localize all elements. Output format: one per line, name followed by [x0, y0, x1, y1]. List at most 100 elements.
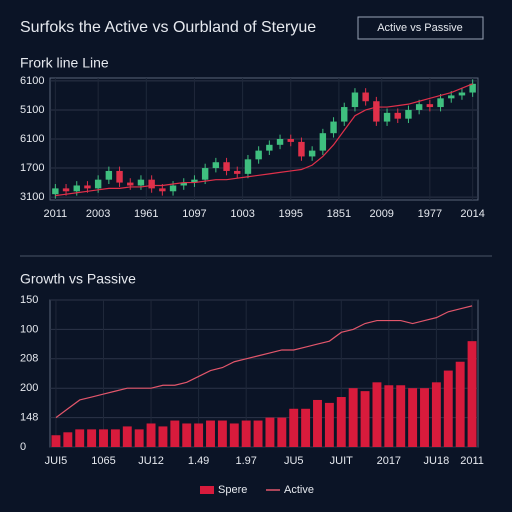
bar — [336, 397, 346, 447]
x-tick-label: 2017 — [377, 455, 401, 467]
bar — [431, 382, 441, 447]
y-tick-label: 208 — [20, 353, 38, 365]
candle-body — [308, 150, 316, 157]
candle-body — [448, 95, 455, 99]
x-tick-label: 1.49 — [188, 455, 209, 467]
bar — [277, 417, 287, 447]
candle-body — [405, 109, 412, 119]
y-tick-label: 100 — [20, 323, 38, 335]
bar — [134, 429, 144, 447]
x-tick-label: 2003 — [86, 208, 110, 220]
candle-body — [287, 139, 294, 142]
bar — [360, 391, 370, 447]
x-tick-label: JUIT — [330, 455, 354, 467]
bar — [170, 420, 180, 447]
bar — [51, 435, 61, 447]
x-tick-label: JUI5 — [45, 455, 68, 467]
candle-body — [73, 185, 80, 192]
y-tick-label: 3100 — [20, 191, 44, 203]
bar — [396, 385, 406, 447]
trend-line — [55, 83, 473, 197]
y-tick-label: 0 — [20, 441, 26, 453]
candle-body — [394, 112, 401, 119]
candle-body — [458, 92, 466, 96]
bar — [194, 423, 204, 447]
y-tick-label: 6100 — [20, 133, 44, 145]
bar — [158, 426, 168, 447]
toggle-button[interactable] — [357, 16, 484, 40]
bar — [75, 429, 85, 447]
toggle-button-label[interactable]: Active vs Passive — [377, 22, 463, 34]
y-tick-label: 148 — [20, 412, 38, 424]
x-tick-label: 2014 — [460, 208, 484, 220]
x-tick-label: JU12 — [138, 455, 164, 467]
legend-key — [200, 486, 214, 494]
bar — [253, 420, 263, 447]
candle-body — [341, 107, 348, 122]
bar — [87, 429, 97, 447]
candle-body — [84, 185, 91, 189]
candle-body — [201, 168, 209, 180]
candle-body — [351, 92, 359, 108]
bar — [313, 399, 322, 447]
x-tick-label: 1961 — [134, 208, 158, 220]
bar — [324, 402, 334, 447]
candle-body — [137, 179, 145, 186]
bar — [467, 341, 477, 447]
candle-body — [159, 188, 166, 192]
candle-body — [169, 185, 177, 192]
candle-body — [212, 162, 220, 169]
candle-body — [415, 104, 423, 110]
candle-body — [255, 150, 262, 160]
candle-body — [62, 188, 70, 192]
x-tick-label: 1003 — [230, 208, 254, 220]
candle-body — [426, 104, 434, 108]
candle-body — [180, 182, 187, 186]
bar — [217, 420, 227, 447]
y-tick-label: 6100 — [20, 75, 44, 87]
bar — [206, 420, 215, 447]
candle-body — [319, 133, 327, 151]
x-tick-label: 1977 — [418, 208, 442, 220]
candle-body — [52, 188, 59, 195]
candle-body — [373, 101, 380, 122]
candle-body — [127, 182, 134, 186]
bar — [182, 423, 192, 447]
x-tick-label: 2011 — [44, 208, 68, 220]
x-tick-label: 2009 — [369, 208, 393, 220]
y-tick-label: 5100 — [20, 104, 44, 116]
x-tick-label: 1065 — [91, 455, 115, 467]
candle-body — [148, 179, 155, 189]
bar — [301, 408, 311, 447]
bar — [348, 388, 358, 447]
chart-title: Frork line Line — [20, 55, 109, 71]
candle-body — [244, 159, 252, 174]
y-tick-label: 1700 — [20, 162, 44, 174]
x-tick-label: 1995 — [279, 208, 303, 220]
page-title: Surfoks the Active vs Ourbland of Steryu… — [20, 19, 316, 36]
y-tick-label: 200 — [20, 382, 38, 394]
bar — [146, 423, 156, 447]
candle-body — [191, 179, 198, 183]
bar — [372, 382, 382, 447]
bar — [455, 361, 465, 447]
x-tick-label: 1097 — [182, 208, 206, 220]
x-tick-label: 1851 — [327, 208, 351, 220]
candle-body — [437, 98, 444, 108]
bar — [122, 426, 132, 447]
candle-body — [298, 141, 305, 157]
candle-body — [266, 144, 273, 151]
bar — [63, 432, 73, 447]
chart-title: Growth vs Passive — [20, 271, 136, 287]
x-tick-label: 1.97 — [235, 455, 256, 467]
candle-body — [469, 83, 476, 93]
candle-body — [116, 170, 123, 183]
x-tick-label: 2011 — [460, 455, 484, 467]
x-tick-label: JU5 — [284, 455, 304, 467]
bar — [99, 429, 108, 447]
bar — [289, 408, 299, 447]
bar — [229, 423, 239, 447]
legend-label: Active — [284, 484, 314, 496]
legend-label: Spere — [218, 484, 247, 496]
